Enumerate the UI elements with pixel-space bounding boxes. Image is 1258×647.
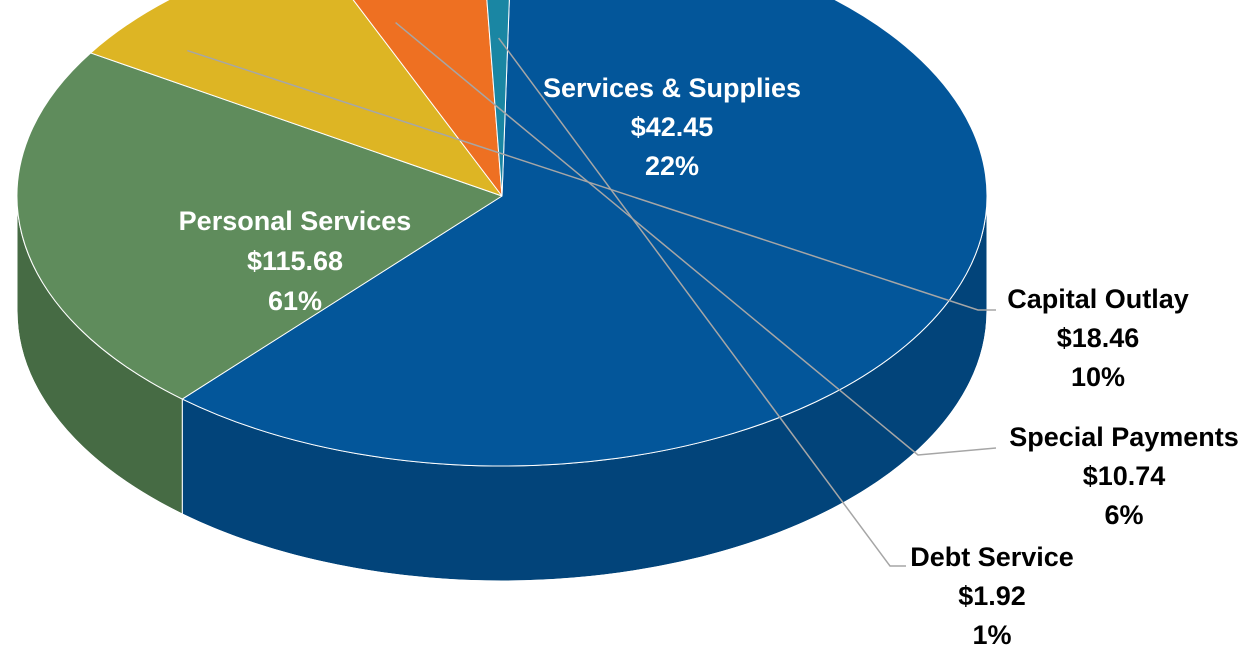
leader-lines	[187, 22, 997, 567]
leader-line-debt-service	[498, 37, 906, 567]
slice-services-supplies	[16, 52, 503, 400]
leader-line-special-payments	[395, 22, 997, 456]
label-debt-service-name: Debt Service	[910, 542, 1074, 572]
label-capital-outlay-value: $18.46	[1057, 323, 1140, 353]
slice-personal-services	[181, 0, 988, 467]
label-debt-service-value: $1.92	[958, 581, 1026, 611]
slice-special-payments	[352, 0, 503, 197]
label-special-payments-percent: 6%	[1104, 500, 1143, 530]
leader-line-capital-outlay	[187, 49, 996, 311]
label-debt-service-percent: 1%	[972, 620, 1011, 647]
label-personal-services-value: $115.68	[247, 246, 343, 276]
slice-debt-service	[486, 0, 510, 197]
label-capital-outlay-percent: 10%	[1071, 362, 1125, 392]
label-services-supplies-percent: 22%	[645, 151, 699, 181]
label-special-payments-value: $10.74	[1083, 461, 1166, 491]
label-services-supplies-name: Services & Supplies	[543, 73, 801, 103]
pie-slices	[16, 0, 988, 467]
label-special-payments-name: Special Payments	[1009, 422, 1239, 452]
slice-labels: Personal Services $115.68 61% Services &…	[179, 73, 1239, 647]
label-capital-outlay-name: Capital Outlay	[1007, 284, 1189, 314]
pie-bottom-edge	[16, 310, 988, 582]
label-personal-services-name: Personal Services	[179, 206, 412, 236]
slice-capital-outlay	[90, 0, 503, 197]
label-personal-services-percent: 61%	[268, 286, 322, 316]
label-services-supplies-value: $42.45	[631, 112, 714, 142]
